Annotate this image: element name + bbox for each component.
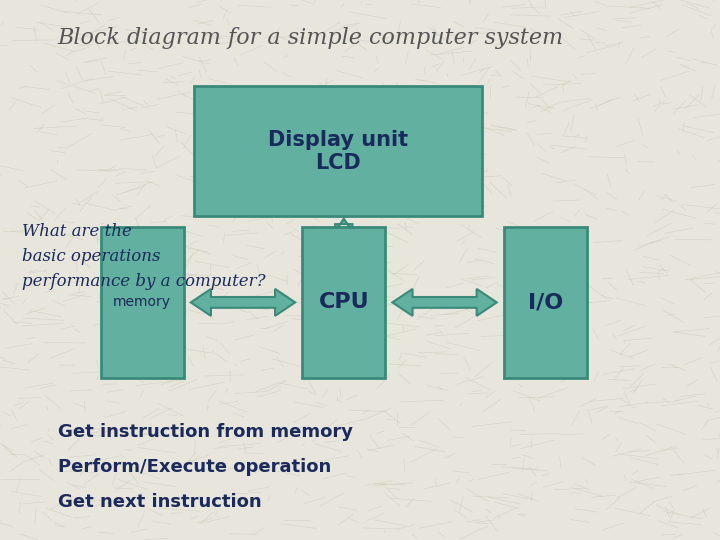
Bar <box>302 227 385 378</box>
Bar <box>101 227 184 378</box>
Polygon shape <box>191 289 295 316</box>
Text: Block diagram for a simple computer system: Block diagram for a simple computer syst… <box>58 27 564 49</box>
Text: Perform/Execute operation: Perform/Execute operation <box>58 458 331 476</box>
Text: memory: memory <box>113 295 171 309</box>
Text: CPU: CPU <box>318 292 369 313</box>
Text: I/O: I/O <box>528 292 563 313</box>
Polygon shape <box>392 289 497 316</box>
Polygon shape <box>324 219 364 248</box>
Text: Get next instruction: Get next instruction <box>58 493 261 511</box>
Bar <box>504 227 587 378</box>
Bar <box>194 86 482 216</box>
Text: Get instruction from memory: Get instruction from memory <box>58 423 353 441</box>
Text: What are the
basic operations
performance by a computer?: What are the basic operations performanc… <box>22 223 265 290</box>
Text: Display unit
LCD: Display unit LCD <box>269 130 408 173</box>
